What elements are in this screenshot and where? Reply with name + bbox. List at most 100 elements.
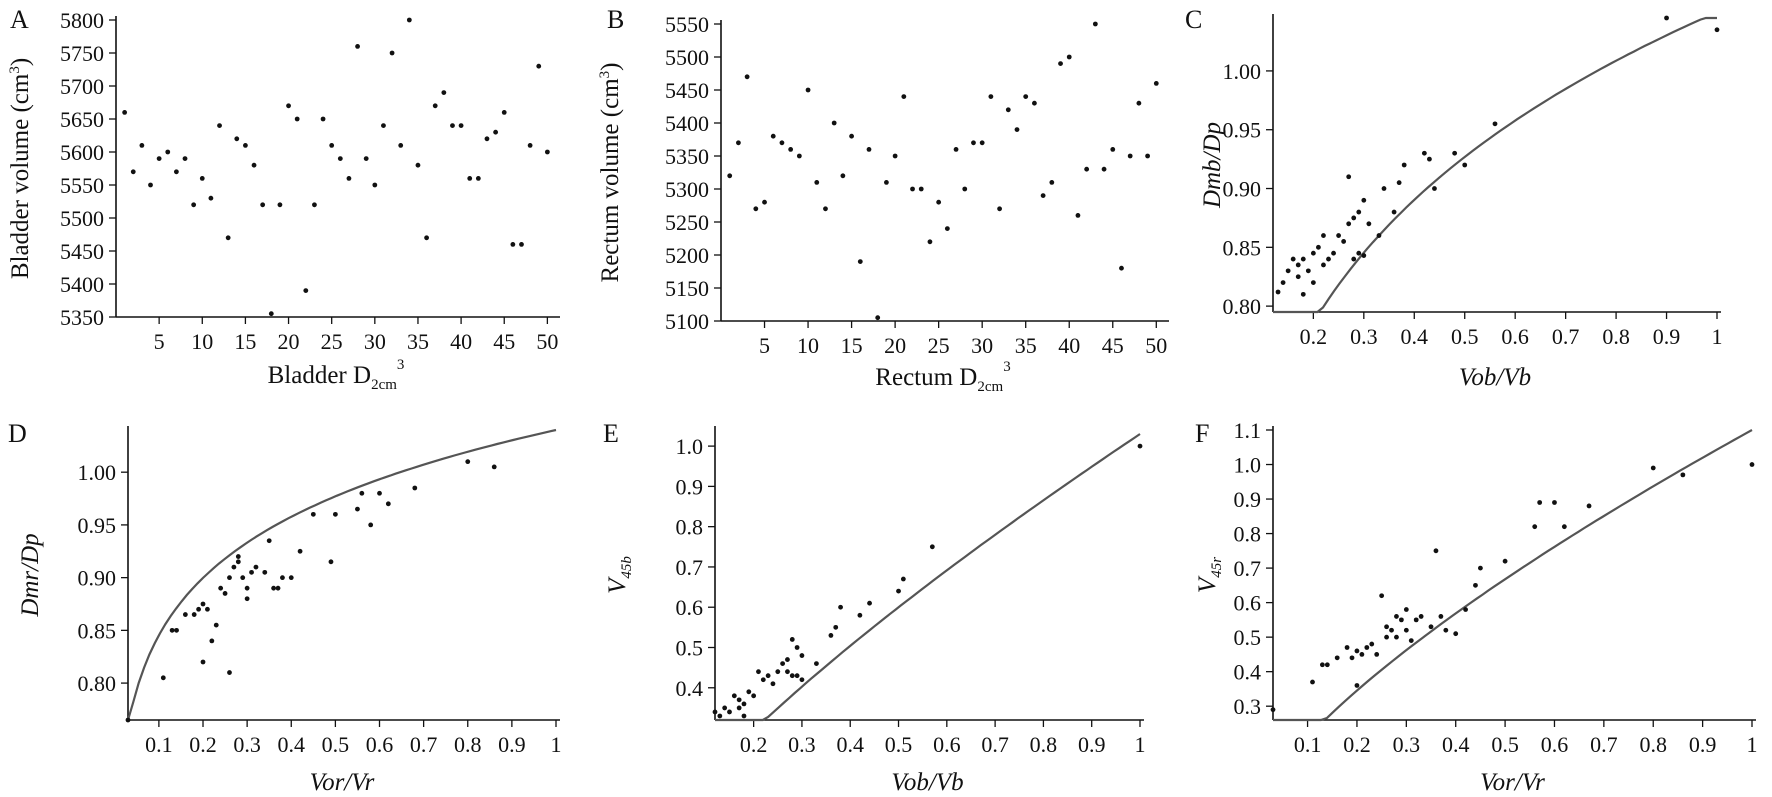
data-point [286,103,291,109]
x-tick-label: 0.5 [1491,732,1519,757]
data-point [1408,638,1414,643]
data-point [823,206,828,212]
data-point [1295,274,1301,280]
data-point [1379,593,1385,599]
data-point [717,713,723,719]
data-point [450,123,455,128]
y-tick-label: 5600 [60,140,104,165]
x-tick-label: 0.9 [1078,732,1106,757]
data-point [1127,153,1133,159]
y-tick-label: 0.5 [676,636,704,661]
data-point [1326,256,1331,262]
x-tick-label: 15 [234,329,256,354]
x-axis-label-main: Vor/Vr [1480,769,1545,796]
y-tick-label: 5550 [60,173,104,198]
data-point [1349,655,1355,661]
data-point [1032,100,1037,106]
data-point [936,199,942,205]
y-axis-label-main: Dmb/Dp [1199,122,1226,209]
data-point [412,485,418,491]
data-point [1413,617,1419,623]
x-axis-label-sup: 3 [397,357,405,373]
y-tick-label: 0.5 [1234,625,1262,650]
data-point [796,153,802,159]
y-tick-label: 5750 [60,41,104,66]
fit-curve [1273,429,1753,722]
data-point [799,677,805,683]
panel-B: B510051505200525053005350540054505500555… [597,5,1169,395]
data-point [1384,634,1389,640]
data-point [441,90,447,95]
data-point [1532,524,1538,530]
data-point [805,87,811,93]
data-point [200,601,206,607]
data-point [225,235,231,241]
data-point [1005,107,1011,113]
data-point [260,202,266,208]
data-point [840,173,846,179]
y-axis-label-end: ) [7,58,34,66]
data-point [320,116,326,122]
data-point [1280,280,1286,285]
y-axis-label: V45r [1194,557,1225,593]
y-tick-label: 5100 [665,309,709,334]
x-tick-label: 0.8 [1639,732,1667,757]
data-point [1537,500,1543,505]
data-point [866,147,872,152]
data-point [849,133,854,139]
x-axis-label-main: Vor/Vr [310,769,375,796]
data-point [527,143,533,148]
data-point [398,143,404,148]
y-tick-label: 1.00 [78,460,117,485]
data-point [329,143,335,148]
y-tick-label: 0.8 [676,515,704,540]
panel-letter: F [1195,419,1209,448]
data-point [1364,645,1370,650]
x-tick-label: 0.7 [1590,732,1618,757]
x-tick-label: 45 [493,329,515,354]
y-axis-label-main: Rectum volume (cm [597,78,624,283]
data-point [794,673,800,679]
data-point [814,661,819,667]
data-point [244,585,250,591]
data-point [1040,193,1046,199]
y-axis-label-main: Bladder volume (cm [7,73,34,279]
x-tick-label: 0.8 [454,732,482,757]
data-point [346,176,352,181]
x-axis-label: Bladder D2cm3 [268,357,405,393]
data-point [1058,61,1063,66]
data-point [1354,648,1360,654]
data-point [831,120,837,126]
data-point [1341,239,1347,244]
data-point [381,123,386,128]
data-point [355,506,360,512]
data-point [1084,166,1090,172]
x-axis-label-sub: 2cm [977,379,1003,395]
data-point [1443,627,1449,633]
data-point [1366,221,1372,227]
x-tick-label: 35 [407,329,429,354]
x-tick-label: 0.1 [1294,732,1322,757]
y-tick-label: 0.85 [78,618,117,643]
data-point [234,136,240,142]
data-point [1290,256,1296,262]
data-point [828,633,834,638]
data-point [1433,548,1439,554]
data-point [1137,443,1143,449]
y-axis-label-main: V [1194,575,1221,593]
data-point [722,705,728,711]
x-axis-label: Vor/Vr [310,769,375,796]
data-point [337,156,343,162]
data-point [253,564,259,570]
x-tick-label: 30 [364,329,386,354]
data-point [712,709,718,715]
y-tick-label: 0.80 [1223,294,1262,319]
data-point [896,588,901,594]
y-tick-label: 0.8 [1234,522,1262,547]
data-point [1319,662,1325,668]
data-point [213,622,219,628]
data-point [1344,645,1350,650]
data-point [1680,472,1686,478]
data-point [240,575,246,581]
data-point [814,180,820,185]
